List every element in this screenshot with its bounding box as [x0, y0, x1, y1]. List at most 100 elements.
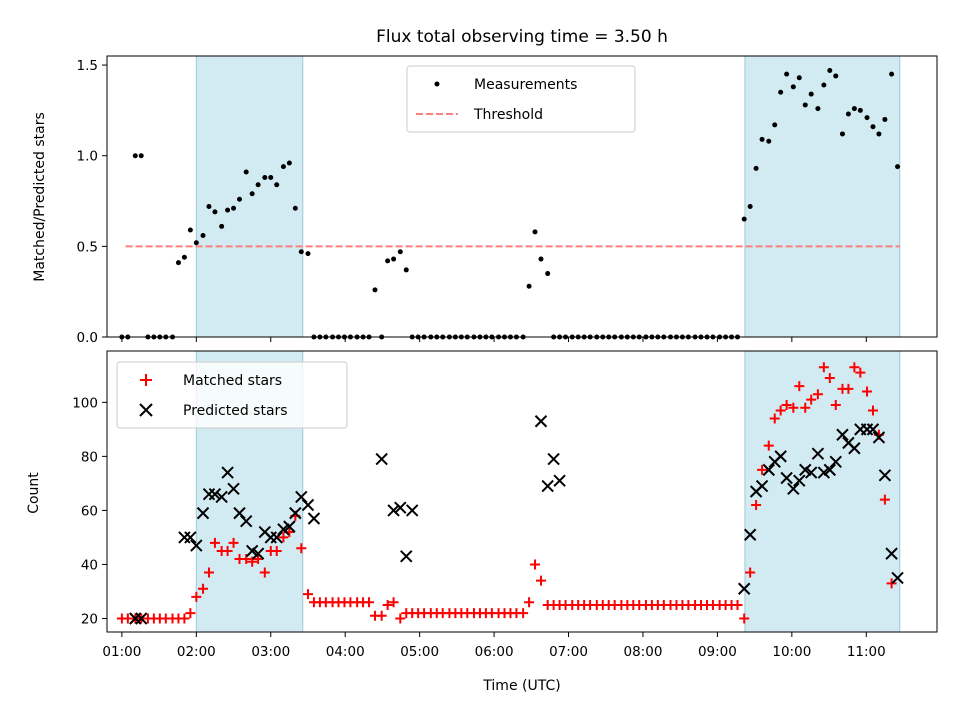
measurement-point: [132, 153, 138, 159]
y-tick-label: 40: [81, 557, 98, 573]
predicted-star-point: [178, 531, 191, 544]
matched-star-point: [800, 402, 811, 413]
matched-star-point: [382, 599, 393, 610]
predicted-star-point: [251, 547, 265, 560]
matched-star-point: [830, 400, 841, 411]
measurement-point: [532, 229, 538, 235]
legend-matched-label: Matched stars: [183, 373, 282, 389]
measurement-point: [784, 71, 790, 77]
predicted-star-point: [743, 528, 757, 541]
measurement-point: [274, 182, 280, 188]
measurement-point: [298, 249, 304, 255]
measurement-point: [870, 124, 876, 130]
bottom-x-axis-label: Time (UTC): [482, 678, 560, 694]
measurement-point: [286, 160, 292, 166]
predicted-star-point: [891, 571, 904, 585]
bottom-legend-box: [116, 361, 348, 429]
bottom-predicted-layer: [129, 415, 904, 625]
legend-matched-marker: [140, 374, 152, 386]
matched-star-point: [530, 559, 541, 570]
matched-star-point: [278, 532, 289, 543]
measurement-point: [753, 165, 759, 171]
predicted-star-point: [774, 450, 787, 463]
top-panel: 0.0 0.5 1.0 1.5 Matched/Predicted stars Mea…: [32, 55, 938, 346]
measurement-point: [876, 131, 882, 137]
measurement-point: [292, 205, 298, 211]
matched-star-point: [788, 402, 799, 413]
predicted-star-point: [787, 482, 800, 496]
measurement-point: [545, 271, 551, 277]
x-tick-label: 04:00: [326, 644, 365, 660]
x-tick-label: 01:00: [102, 644, 141, 660]
matched-star-point: [388, 597, 399, 608]
matched-star-point: [806, 394, 817, 405]
y-tick-label: 0.0: [77, 330, 98, 346]
predicted-star-point: [283, 520, 296, 533]
predicted-star-point: [394, 501, 407, 514]
predicted-star-point: [208, 487, 222, 501]
measurement-point: [385, 258, 391, 264]
measurement-point: [864, 115, 870, 121]
top-legend: Measurements Threshold: [406, 65, 636, 133]
measurement-point: [206, 203, 212, 209]
predicted-star-point: [878, 469, 892, 482]
measurement-point: [808, 91, 814, 97]
chart-title: Flux total observing time = 3.50 h: [376, 27, 668, 47]
predicted-star-point: [872, 431, 886, 444]
measurement-point: [280, 164, 286, 170]
measurement-point: [845, 111, 851, 117]
predicted-star-point: [215, 490, 228, 504]
shaded-region-2: [744, 350, 901, 633]
matched-star-point: [757, 464, 768, 475]
x-tick-label: 03:00: [251, 644, 290, 660]
measurement-point: [403, 267, 409, 273]
measurement-point: [538, 256, 544, 262]
measurement-point: [851, 106, 857, 112]
matched-star-point: [524, 597, 535, 608]
y-tick-label: 1.5: [77, 58, 98, 74]
measurement-point: [212, 209, 218, 215]
measurement-point: [175, 260, 181, 266]
legend-measurements-label: Measurements: [474, 77, 577, 93]
measurement-point: [225, 207, 231, 213]
x-tick-label: 08:00: [624, 644, 663, 660]
measurement-point: [889, 71, 895, 77]
matched-star-point: [862, 386, 873, 397]
matched-star-point: [867, 405, 878, 416]
x-tick-label: 05:00: [400, 644, 439, 660]
measurement-point: [778, 89, 784, 95]
measurement-point: [219, 223, 225, 229]
measurement-point: [526, 283, 532, 289]
matched-star-point: [395, 613, 406, 624]
predicted-star-point: [135, 612, 148, 625]
measurement-point: [237, 196, 243, 202]
predicted-star-point: [737, 582, 751, 595]
matched-star-point: [198, 583, 209, 594]
predicted-star-point: [804, 466, 818, 479]
matched-star-point: [222, 545, 233, 556]
matched-star-point: [824, 373, 835, 384]
predicted-star-point: [885, 547, 898, 560]
predicted-star-point: [301, 498, 315, 512]
predicted-star-point: [534, 415, 548, 428]
matched-star-point: [855, 367, 866, 378]
x-tick-label: 07:00: [549, 644, 588, 660]
bottom-panel: 20 40 60 80 100 01:00 02:00 03:00 04:00 05:00 06:…: [26, 350, 938, 694]
matched-star-point: [781, 400, 792, 411]
measurement-point: [397, 249, 403, 255]
predicted-star-point: [848, 442, 861, 455]
matched-star-point: [739, 613, 750, 624]
y-tick-label: 1.0: [77, 149, 98, 165]
predicted-star-point: [375, 452, 388, 466]
bottom-y-ticks: 20 40 60 80 100: [72, 395, 107, 627]
predicted-star-point: [547, 452, 560, 466]
measurement-point: [766, 138, 772, 144]
matched-star-point: [203, 567, 214, 578]
predicted-star-point: [405, 504, 419, 517]
bottom-x-ticks: 01:00 02:00 03:00 04:00 05:00 06:00 07:00 08:00…: [102, 632, 886, 660]
top-y-ticks: 0.0 0.5 1.0 1.5: [77, 58, 107, 346]
measurement-point: [857, 107, 863, 113]
measurement-point: [895, 164, 901, 170]
predicted-star-point: [196, 506, 210, 520]
